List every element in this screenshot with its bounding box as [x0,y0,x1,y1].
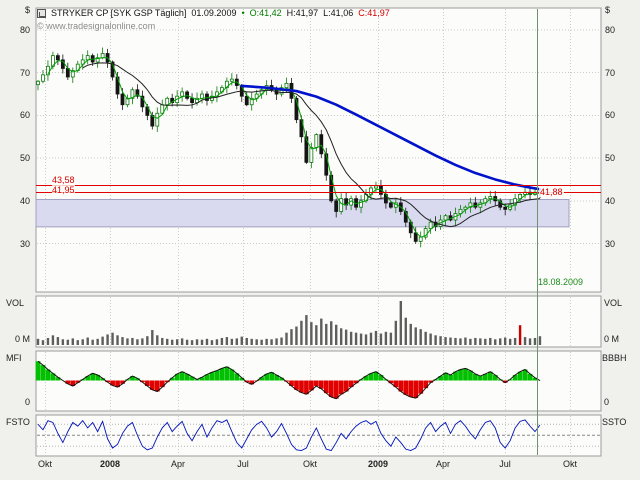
price-tick-left: 70 [19,67,30,78]
mfi-label-right: BBBH [602,353,627,363]
chart-header: STRYKER CP [SYK GSP Täglich] 01.09.2009 … [37,8,390,19]
x-tick-label: Apr [170,459,185,469]
vol-label-right: VOL [604,298,623,308]
mfi-label-left: MFI [6,353,22,363]
x-tick-label: Jul [499,459,511,469]
sma-long [240,84,542,191]
level-lower-label[interactable]: 41,95 [52,185,75,195]
chart-window-icon[interactable] [37,9,46,18]
x-tick-label: Apr [435,459,450,469]
stochastic-line [37,419,541,452]
sma-short [47,57,540,238]
last-price-label: 41,88 [539,187,564,197]
vol-panel[interactable] [35,295,602,348]
ohlc-bullet: • [241,8,245,18]
currency-label-left: $ [24,5,30,15]
mfi-zero-right: 0 [604,397,610,407]
x-tick-label: 2008 [99,459,121,469]
price-tick-right: 30 [605,238,616,249]
price-tick-right: 40 [605,195,616,206]
x-tick-label: Okt [302,459,317,469]
level-upper-label[interactable]: 43,58 [52,175,75,185]
sma-mid [82,62,541,228]
vol-label-left: VOL [6,298,25,308]
low-value: L:41,06 [323,8,354,18]
price-tick-left: 50 [19,153,30,164]
price-tick-left: 80 [19,25,30,35]
price-tick-right: 50 [605,153,616,164]
watermark: © www.tradesignalonline.com [37,21,156,31]
support-band[interactable] [35,199,570,228]
price-tick-right: 80 [605,25,616,35]
mfi-series [35,360,541,400]
volume-series [36,301,542,345]
currency-label-right: $ [605,5,611,15]
vol-zero-left: 0 M [14,334,30,344]
x-tick-label: Okt [37,459,52,469]
symbol-title: STRYKER CP [SYK GSP Täglich] [51,8,187,18]
price-tick-right: 60 [605,110,616,121]
quote-date: 01.09.2009 [191,8,237,18]
high-value: H:41,97 [286,8,319,18]
open-value: O:41,42 [249,8,282,18]
sto-label-left: FSTO [6,417,30,427]
x-tick-label: Jul [237,459,249,469]
close-value: C:41,97 [358,8,390,18]
x-tick-label: Okt [562,459,577,469]
sto-label-right: SSTO [602,417,627,427]
x-tick-label: 2009 [367,459,389,469]
main-panel[interactable] [35,7,602,293]
price-tick-right: 70 [605,67,616,78]
cursor-date-label: 18.08.2009 [538,277,584,287]
mfi-zero-left: 0 [24,397,30,407]
price-tick-left: 30 [19,238,30,249]
price-tick-left: 40 [19,195,30,206]
vol-zero-right: 0 M [604,334,620,344]
price-tick-left: 60 [19,110,30,121]
